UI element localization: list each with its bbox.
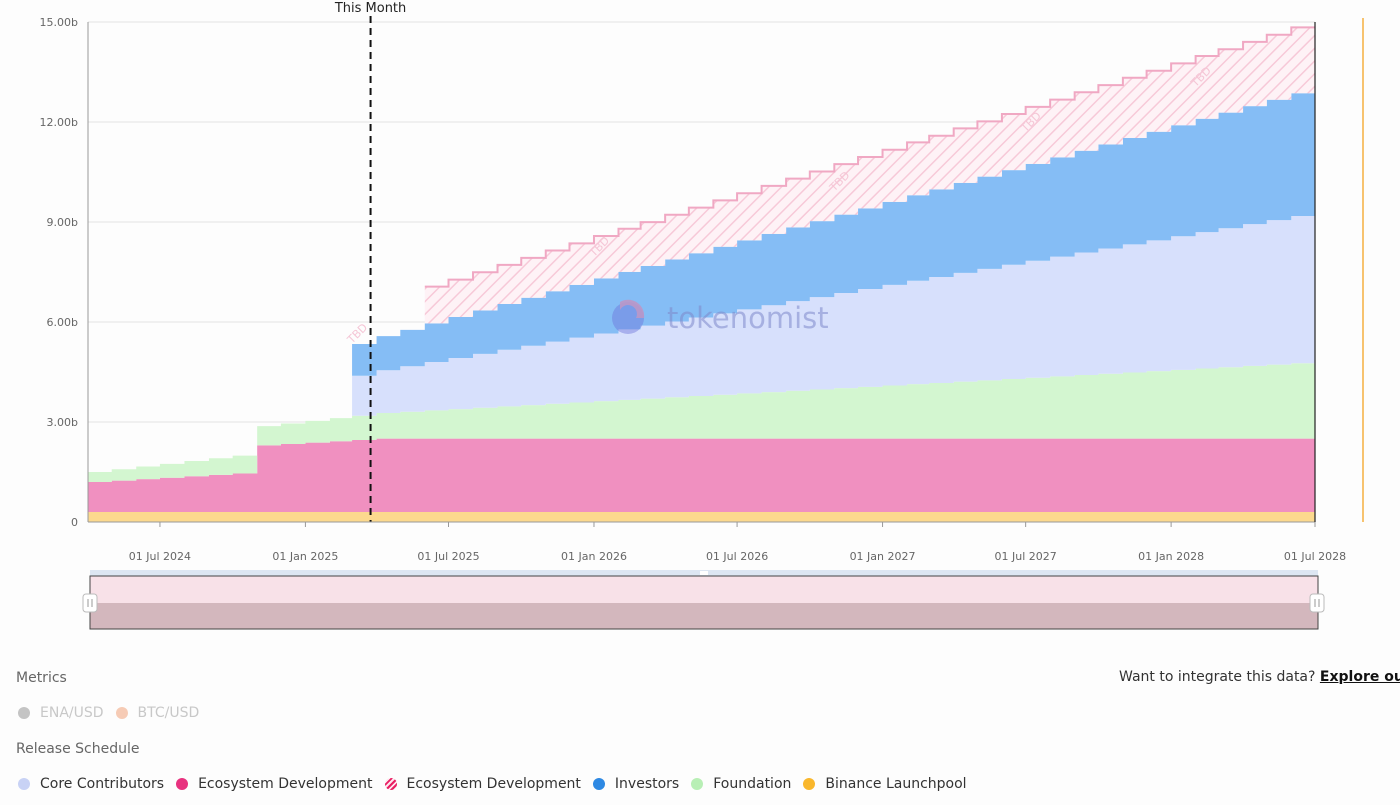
legend-ecosystem-development[interactable]: Ecosystem Development [176,776,373,792]
explore-api-link[interactable]: Explore our A [1319,669,1400,685]
area-investors [352,93,1315,376]
metric-label: ENA/USD [40,705,104,721]
watermark-logo-accent [620,299,645,318]
area-foundation [88,363,1315,482]
metric-label: BTC/USD [137,705,200,721]
navigator-upper-fill [90,576,1318,603]
legend-label: Ecosystem Development [406,776,581,792]
handle-body [1309,593,1325,613]
legend-label: Ecosystem Development [198,776,373,792]
integrate-cta: Want to integrate this data? Explore our… [1119,669,1400,685]
metric-dot-icon [18,707,30,719]
navigator-right-handle[interactable] [1309,593,1325,613]
legend-hatch-icon [384,778,397,790]
x-tick-label: 01 Jul 2026 [706,550,768,563]
metrics-legend: ENA/USD BTC/USD [18,705,211,721]
legend-dot-icon [691,778,704,790]
x-tick-label: 01 Jan 2028 [1138,550,1204,563]
legend-label: Investors [614,776,680,792]
x-tick-label: 01 Jan 2026 [561,550,627,563]
metric-btcusd-toggle[interactable]: BTC/USD [115,705,200,721]
x-tick-label: 01 Jan 2027 [850,550,916,563]
navigator-lower-fill [90,603,1318,629]
y-tick-label: 0 [71,516,78,529]
y-tick-label: 9.00b [47,216,78,229]
metric-dot-icon [115,707,128,719]
metric-enausd-toggle[interactable]: ENA/USD [18,705,104,721]
metrics-label: Metrics [16,670,67,686]
y-tick-label: 15.00b [40,16,78,29]
x-tick-label: 01 Jul 2024 [129,550,191,563]
y-tick-label: 12.00b [40,116,78,129]
y-tick-label: 6.00b [47,316,78,329]
release-schedule-label: Release Schedule [16,741,140,757]
legend-label: Core Contributors [40,776,165,792]
legend-investors[interactable]: Investors [592,776,680,792]
legend-dot-icon [803,778,816,790]
legend-dot-icon [176,778,189,790]
y-tick-label: 3.00b [47,416,78,429]
navigator-track-grip [700,571,708,575]
legend-label: Foundation [713,776,792,792]
handle-body [82,593,98,613]
chart-axes: 0 3.00b 6.00b 9.00b 12.00b 15.00b 01 Jul 2024 0… [40,16,1347,563]
chart-overlay: This Month tokenomist [334,1,1364,522]
tokenomist-watermark: tokenomist [612,299,829,335]
legend-binance-launchpool[interactable]: Binance Launchpool [803,776,967,792]
navigator-left-handle[interactable] [82,593,98,613]
release-schedule-legend: Core Contributors Ecosystem Development … [18,776,979,792]
watermark-logo-icon [612,302,644,334]
x-tick-label: 01 Jul 2028 [1284,550,1346,563]
legend-label: Binance Launchpool [825,776,967,792]
tbd-label: TBD [344,321,370,347]
area-binance-launchpool [88,512,1315,522]
integrate-text: Want to integrate this data? [1119,669,1316,685]
watermark-text: tokenomist [667,301,829,335]
hatched-area-edge [424,26,1315,288]
legend-dot-icon [592,778,605,790]
legend-core-contributors[interactable]: Core Contributors [18,776,164,792]
area-ecosystem-development [88,438,1315,512]
legend-ecosystem-development-tbd[interactable]: Ecosystem Development [384,776,581,792]
area-core-contributors [352,215,1315,416]
range-navigator[interactable] [82,570,1325,630]
x-tick-label: 01 Jul 2027 [995,550,1057,563]
this-month-label: This Month [334,1,406,16]
x-tick-label: 01 Jul 2025 [417,550,479,563]
area-ecosystem-development-tbd [424,27,1316,324]
x-tick-label: 01 Jan 2025 [272,550,338,563]
legend-foundation[interactable]: Foundation [691,776,791,792]
legend-dot-icon [18,778,30,790]
